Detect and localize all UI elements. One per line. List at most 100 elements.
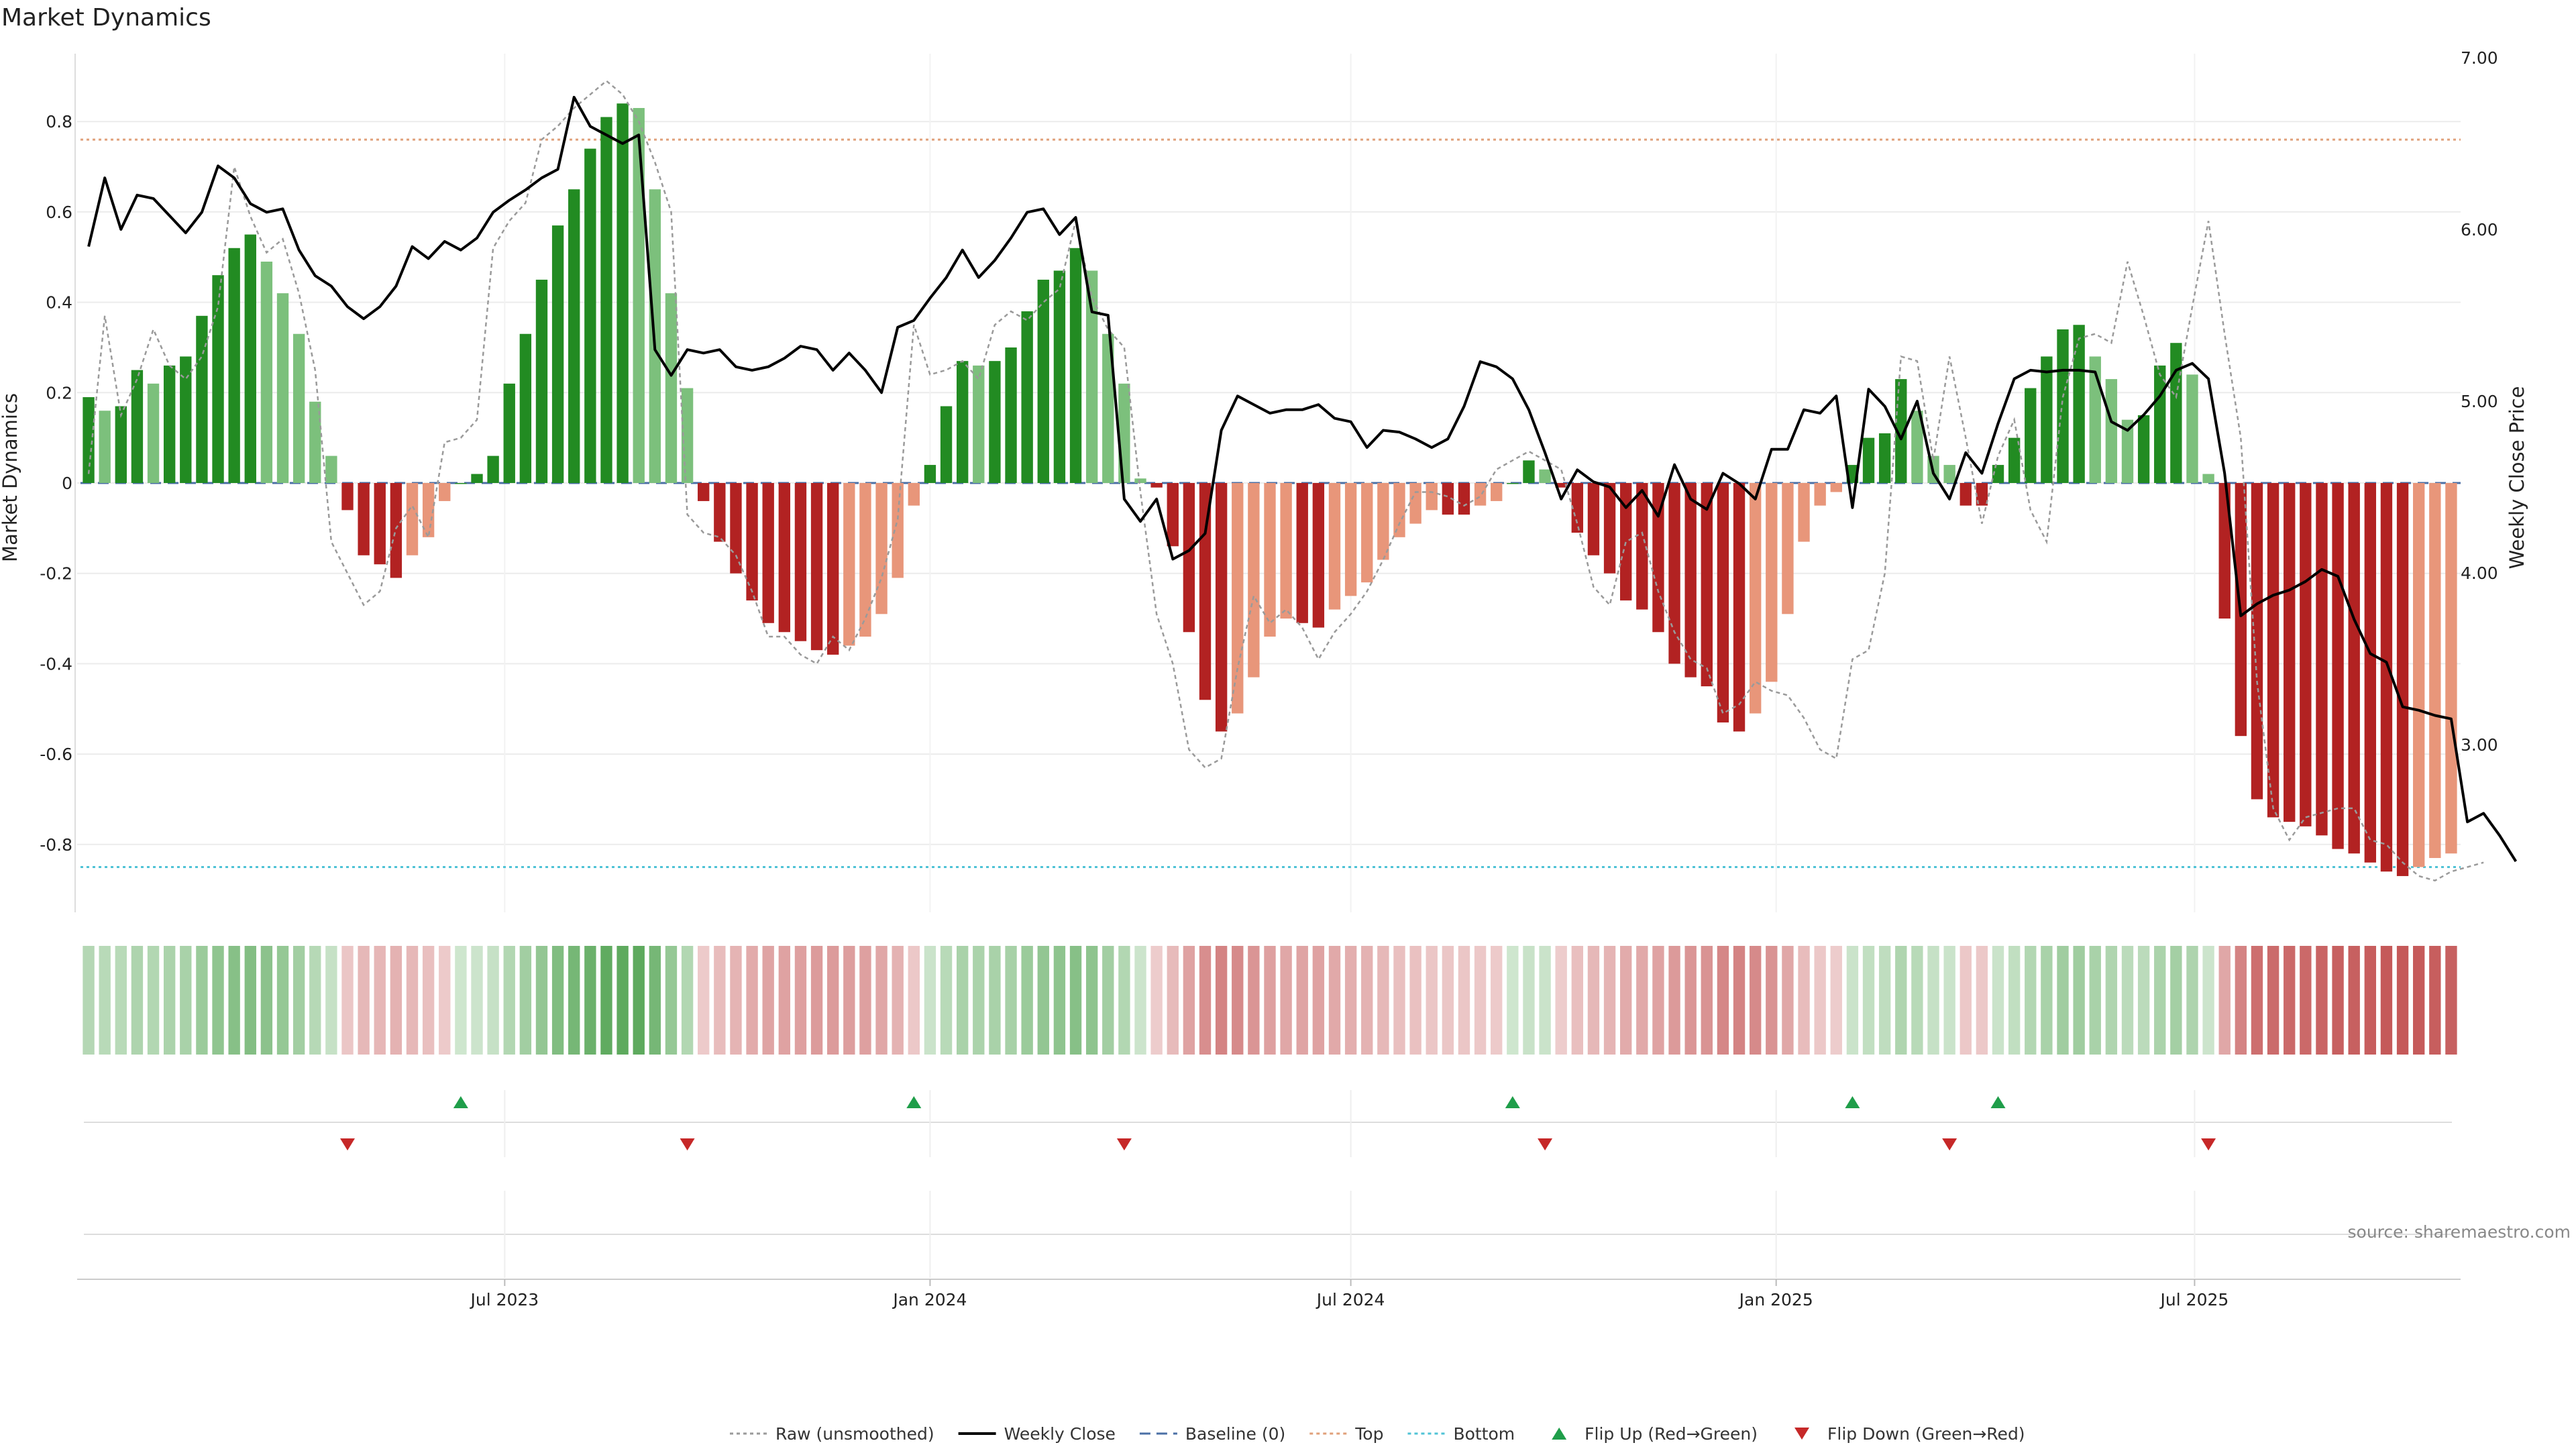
- dynamics-bar: [1523, 460, 1535, 483]
- heat-cell: [1134, 946, 1146, 1055]
- dynamics-bar: [2445, 483, 2457, 854]
- heat-cell: [1766, 946, 1778, 1055]
- legend-label: Baseline (0): [1185, 1424, 1285, 1444]
- dynamics-bar: [2025, 388, 2037, 483]
- heat-cell: [163, 946, 176, 1055]
- dynamics-bar: [778, 483, 791, 633]
- heat-cell: [1344, 946, 1357, 1055]
- heat-cell: [1312, 946, 1325, 1055]
- heat-cell: [1232, 946, 1244, 1055]
- heat-cell: [180, 946, 192, 1055]
- heat-cell: [568, 946, 580, 1055]
- heat-cell: [2284, 946, 2296, 1055]
- heat-cell: [2445, 946, 2457, 1055]
- heat-cell: [1183, 946, 1195, 1055]
- dynamics-bar: [1960, 483, 1972, 506]
- heat-cell: [1215, 946, 1228, 1055]
- dynamics-bar: [1053, 270, 1066, 483]
- heat-cell: [2186, 946, 2198, 1055]
- dynamics-bar: [2380, 483, 2393, 872]
- dynamics-bar: [568, 189, 580, 483]
- heat-cell: [1053, 946, 1066, 1055]
- heat-cell: [2251, 946, 2263, 1055]
- heat-cell: [99, 946, 111, 1055]
- dynamics-bars: [83, 103, 2457, 876]
- heat-cell: [1523, 946, 1535, 1055]
- dynamics-bar: [131, 370, 144, 483]
- heat-cell: [584, 946, 596, 1055]
- heat-cell: [2154, 946, 2166, 1055]
- x-tick-label: Jan 2025: [1738, 1290, 1813, 1309]
- y-tick-label: 0.6: [46, 203, 72, 222]
- dynamics-bar: [83, 397, 95, 483]
- dynamics-bar: [1943, 465, 1955, 483]
- heat-cell: [940, 946, 953, 1055]
- heat-cell: [1878, 946, 1891, 1055]
- dynamics-bar: [584, 148, 596, 484]
- heat-cell: [1248, 946, 1260, 1055]
- heat-cell: [1895, 946, 1907, 1055]
- dynamics-bar: [875, 483, 888, 614]
- heat-cell: [2316, 946, 2328, 1055]
- dynamics-bar: [212, 275, 224, 483]
- dynamics-bar: [1798, 483, 1810, 542]
- heat-cell: [1474, 946, 1487, 1055]
- heat-cell: [1620, 946, 1632, 1055]
- dynamics-bar: [2218, 483, 2231, 619]
- flip-up-marker: [1845, 1096, 1860, 1108]
- heat-cell: [1458, 946, 1470, 1055]
- heat-cell: [1782, 946, 1794, 1055]
- dynamics-bar: [2008, 437, 2021, 483]
- y-tick-label: -0.6: [40, 745, 72, 764]
- heat-cell: [2332, 946, 2344, 1055]
- dynamics-bar: [1393, 483, 1405, 537]
- dynamics-bar: [1215, 483, 1228, 732]
- legend-swatch: [1552, 1428, 1567, 1440]
- heat-cell: [2137, 946, 2150, 1055]
- heat-cell: [1442, 946, 1454, 1055]
- y2-tick-label: 4.00: [2461, 564, 2498, 583]
- heat-cell: [1862, 946, 1875, 1055]
- heat-cell: [2396, 946, 2409, 1055]
- heat-cell: [1361, 946, 1373, 1055]
- heat-cell: [1085, 946, 1098, 1055]
- dynamics-bar: [1102, 333, 1114, 483]
- heat-cell: [551, 946, 564, 1055]
- dynamics-bar: [1620, 483, 1632, 601]
- legend-swatch: [1794, 1428, 1810, 1440]
- heat-cell: [1798, 946, 1810, 1055]
- dynamics-bar: [2348, 483, 2360, 854]
- dynamics-bar: [1037, 279, 1049, 483]
- heat-cell: [665, 946, 678, 1055]
- legend-label: Bottom: [1453, 1424, 1515, 1444]
- heat-cell: [1749, 946, 1762, 1055]
- dynamics-bar: [244, 234, 256, 483]
- dynamics-bar: [1005, 347, 1017, 483]
- heat-cell: [455, 946, 467, 1055]
- heat-cell: [244, 946, 256, 1055]
- heat-cell: [616, 946, 629, 1055]
- x-tick-label: Jul 2025: [2159, 1290, 2229, 1309]
- heat-cell: [2041, 946, 2053, 1055]
- dynamics-bar: [1636, 483, 1648, 610]
- x-tick-label: Jul 2023: [469, 1290, 539, 1309]
- heat-cell: [1555, 946, 1567, 1055]
- heat-cell: [228, 946, 240, 1055]
- heat-cell: [535, 946, 548, 1055]
- heat-cell: [439, 946, 451, 1055]
- dynamics-bar: [956, 361, 969, 483]
- dynamics-bar: [260, 261, 273, 483]
- heat-cell: [1167, 946, 1179, 1055]
- y2-tick-label: 7.00: [2461, 48, 2498, 68]
- dynamics-bar: [1118, 383, 1130, 483]
- dynamics-bar: [1782, 483, 1794, 614]
- heat-cell: [1037, 946, 1049, 1055]
- dynamics-bar: [276, 293, 289, 483]
- dynamics-bar: [698, 483, 710, 501]
- heat-cell: [746, 946, 758, 1055]
- dynamics-bar: [1668, 483, 1680, 664]
- raw-series-line: [87, 79, 2484, 882]
- dynamics-bar: [924, 465, 936, 483]
- heat-cell: [1587, 946, 1600, 1055]
- heat-cell: [1150, 946, 1163, 1055]
